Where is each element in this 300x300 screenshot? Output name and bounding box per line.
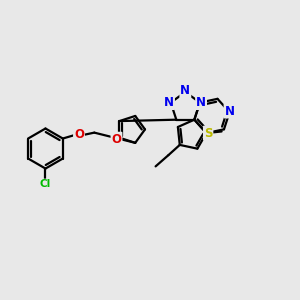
- Text: S: S: [204, 127, 212, 140]
- Text: O: O: [74, 128, 84, 142]
- Text: N: N: [224, 104, 235, 118]
- Text: N: N: [164, 96, 174, 109]
- Text: Cl: Cl: [40, 179, 51, 190]
- Text: O: O: [112, 133, 122, 146]
- Text: N: N: [180, 84, 190, 97]
- Text: N: N: [196, 96, 206, 109]
